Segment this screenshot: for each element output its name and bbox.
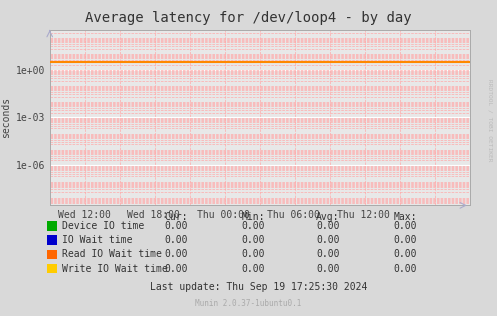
Text: 0.00: 0.00 <box>165 264 188 274</box>
Text: Cur:: Cur: <box>165 212 188 222</box>
Text: 0.00: 0.00 <box>316 264 340 274</box>
Text: 0.00: 0.00 <box>316 221 340 231</box>
Text: 0.00: 0.00 <box>393 235 417 245</box>
Text: Avg:: Avg: <box>316 212 340 222</box>
Text: 0.00: 0.00 <box>393 221 417 231</box>
Text: Read IO Wait time: Read IO Wait time <box>62 249 162 259</box>
Text: 0.00: 0.00 <box>165 249 188 259</box>
Text: 0.00: 0.00 <box>165 235 188 245</box>
Text: 0.00: 0.00 <box>316 235 340 245</box>
Text: Max:: Max: <box>393 212 417 222</box>
Text: 0.00: 0.00 <box>165 221 188 231</box>
Text: 0.00: 0.00 <box>393 249 417 259</box>
Text: Munin 2.0.37-1ubuntu0.1: Munin 2.0.37-1ubuntu0.1 <box>195 299 302 308</box>
Text: IO Wait time: IO Wait time <box>62 235 133 245</box>
Text: Device IO time: Device IO time <box>62 221 144 231</box>
Text: RRDTOOL / TOBI OETIKER: RRDTOOL / TOBI OETIKER <box>487 79 492 161</box>
Text: Min:: Min: <box>242 212 265 222</box>
Y-axis label: seconds: seconds <box>1 97 11 138</box>
Text: 0.00: 0.00 <box>242 235 265 245</box>
Text: Write IO Wait time: Write IO Wait time <box>62 264 168 274</box>
Text: 0.00: 0.00 <box>393 264 417 274</box>
Text: Last update: Thu Sep 19 17:25:30 2024: Last update: Thu Sep 19 17:25:30 2024 <box>150 282 367 292</box>
Text: 0.00: 0.00 <box>316 249 340 259</box>
Text: 0.00: 0.00 <box>242 264 265 274</box>
Text: 0.00: 0.00 <box>242 221 265 231</box>
Text: Average latency for /dev/loop4 - by day: Average latency for /dev/loop4 - by day <box>85 11 412 25</box>
Text: 0.00: 0.00 <box>242 249 265 259</box>
